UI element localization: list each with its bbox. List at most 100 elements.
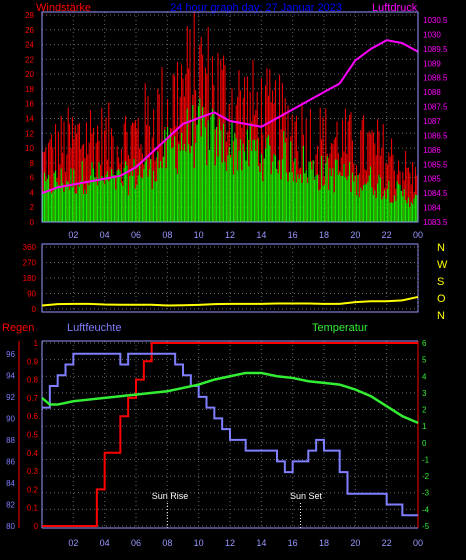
humidity-tick-label: 80 [6, 522, 15, 531]
rain-line [42, 342, 418, 527]
wind-tick-label: 4 [30, 188, 35, 197]
rain-tick-label: 0 [34, 522, 39, 531]
x-tick-label: 08 [162, 230, 172, 240]
humidity-title: Luftfeuchte [67, 322, 121, 334]
rain-tick-label: 0.4 [27, 449, 39, 458]
temperature-tick-label: 6 [422, 339, 427, 348]
wind-tick-label: 24 [25, 41, 34, 50]
x-tick-label: 18 [319, 230, 329, 240]
x-tick-label: 18 [319, 538, 329, 548]
x-tick-label: 00 [413, 538, 423, 548]
wind-tick-label: 12 [25, 129, 34, 138]
wind-tick-label: 14 [25, 115, 34, 124]
direction-tick-label: 180 [23, 274, 37, 283]
rain-tick-label: 0.1 [27, 504, 39, 513]
direction-tick-label: 90 [27, 290, 36, 299]
temperature-tick-label: 1 [422, 422, 427, 431]
x-tick-label: 08 [162, 538, 172, 548]
pressure-tick-label: 1085 [423, 175, 441, 184]
x-tick-label: 12 [225, 538, 235, 548]
pressure-tick-label: 1083.5 [423, 218, 448, 227]
compass-letter: W [437, 259, 448, 271]
x-tick-label: 14 [256, 230, 266, 240]
x-tick-label: 20 [350, 230, 360, 240]
pressure-tick-label: 1084 [423, 204, 441, 213]
x-tick-label: 02 [68, 230, 78, 240]
x-tick-label: 16 [288, 230, 298, 240]
rain-tick-label: 1 [34, 339, 39, 348]
wind-tick-label: 2 [30, 203, 35, 212]
x-tick-label: 14 [256, 538, 266, 548]
wind-tick-label: 6 [30, 174, 35, 183]
wind-tick-label: 18 [25, 85, 34, 94]
direction-line [41, 295, 419, 307]
rain-title: Regen [2, 322, 34, 334]
chart-title: 24 hour graph day: 27 Januar 2023 [170, 2, 342, 14]
pressure-tick-label: 1088.5 [423, 74, 448, 83]
pressure-tick-label: 1087.5 [423, 103, 448, 112]
wind-tick-label: 26 [25, 26, 34, 35]
temperature-tick-label: 4 [422, 372, 427, 381]
pressure-tick-label: 1087 [423, 117, 441, 126]
pressure-tick-label: 1089 [423, 59, 441, 68]
panel-frame [41, 11, 419, 223]
wind-tick-label: 0 [30, 218, 35, 227]
rain-tick-label: 0.7 [27, 394, 39, 403]
x-tick-label: 02 [68, 538, 78, 548]
pressure-tick-label: 1030 [423, 30, 441, 39]
rain-tick-label: 0.6 [27, 412, 39, 421]
humidity-tick-label: 82 [6, 500, 15, 509]
sun-rise-label: Sun Rise [152, 491, 189, 501]
pressure-line [41, 39, 419, 195]
x-tick-label: 04 [100, 230, 110, 240]
pressure-tick-label: 1030.5 [423, 16, 448, 25]
temperature-tick-label: -5 [422, 522, 430, 531]
compass-letter: S [437, 276, 444, 288]
humidity-tick-label: 88 [6, 436, 15, 445]
x-tick-label: 20 [350, 538, 360, 548]
direction-tick-label: 0 [32, 305, 37, 314]
rain-tick-label: 0.3 [27, 467, 39, 476]
humidity-tick-label: 84 [6, 479, 15, 488]
compass-letter: N [437, 310, 445, 322]
pressure-tick-label: 1085.5 [423, 160, 448, 169]
humidity-tick-label: 92 [6, 393, 15, 402]
temperature-tick-label: -3 [422, 489, 430, 498]
humidity-tick-label: 86 [6, 457, 15, 466]
temperature-tick-label: 5 [422, 356, 427, 365]
x-tick-label: 12 [225, 230, 235, 240]
wind-tick-label: 20 [25, 70, 34, 79]
rain-tick-label: 0.9 [27, 357, 39, 366]
temperature-tick-label: -2 [422, 472, 430, 481]
temperature-title: Temperatur [312, 322, 368, 334]
compass-letter: N [437, 242, 445, 254]
x-tick-label: 22 [382, 230, 392, 240]
temperature-tick-label: 3 [422, 389, 427, 398]
temperature-line [41, 371, 419, 425]
temperature-tick-label: 0 [422, 439, 427, 448]
rain-tick-label: 0.5 [27, 431, 39, 440]
pressure-title: Luftdruck [372, 2, 418, 14]
humidity-tick-label: 94 [6, 371, 15, 380]
x-tick-label: 10 [194, 538, 204, 548]
x-tick-label: 06 [131, 538, 141, 548]
humidity-tick-label: 90 [6, 414, 15, 423]
temperature-tick-label: 2 [422, 406, 427, 415]
x-tick-label: 22 [382, 538, 392, 548]
rain-tick-label: 0.2 [27, 485, 39, 494]
humidity-tick-label: 96 [6, 350, 15, 359]
pressure-tick-label: 1086.5 [423, 131, 448, 140]
temperature-tick-label: -4 [422, 505, 430, 514]
x-tick-label: 10 [194, 230, 204, 240]
wind-title: Windstärke [36, 2, 91, 14]
compass-letter: O [437, 293, 446, 305]
x-tick-label: 04 [100, 538, 110, 548]
sun-set-label: Sun Set [290, 491, 323, 501]
direction-tick-label: 270 [23, 259, 37, 268]
humidity-line [42, 352, 418, 517]
rain-tick-label: 0.8 [27, 376, 39, 385]
temperature-tick-label: -1 [422, 455, 430, 464]
wind-tick-label: 8 [30, 159, 35, 168]
wind-tick-label: 16 [25, 100, 34, 109]
